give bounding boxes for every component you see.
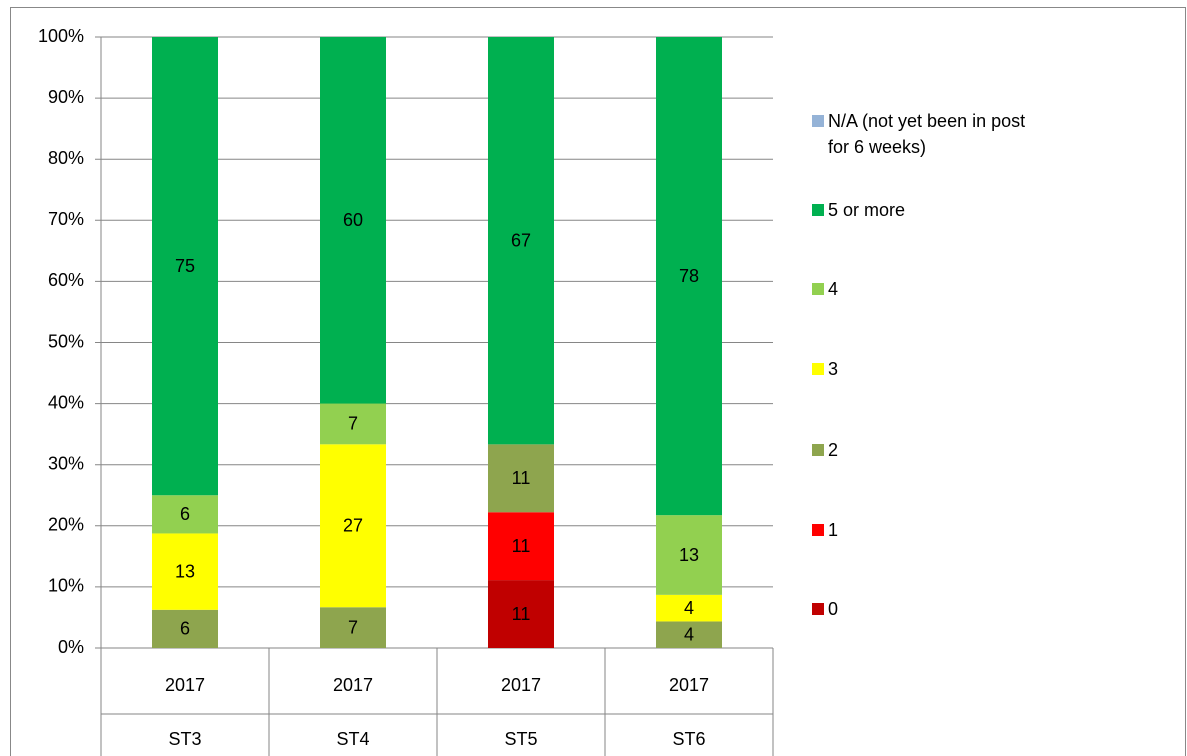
legend-item: N/A (not yet been in post for 6 weeks) [812, 108, 1032, 160]
bar-segment [488, 444, 554, 513]
bar-segment [152, 37, 218, 496]
group-label: ST3 [168, 729, 201, 749]
legend-swatch [812, 363, 824, 375]
y-tick-label: 90% [48, 87, 84, 107]
y-tick-label: 70% [48, 209, 84, 229]
chart-border [10, 7, 1186, 756]
data-label: 60 [343, 210, 363, 230]
bar-segment [488, 37, 554, 445]
legend-label: 3 [828, 359, 839, 379]
y-tick-label: 100% [38, 26, 84, 46]
legend-label: 0 [828, 599, 839, 619]
data-label: 11 [512, 468, 531, 488]
data-label: 11 [512, 604, 531, 624]
data-label: 75 [175, 256, 195, 276]
legend-label: 5 or more [828, 200, 906, 220]
x-tick-label: 2017 [333, 675, 373, 695]
y-tick-label: 40% [48, 392, 84, 412]
legend-swatch [812, 283, 824, 295]
group-label: ST4 [336, 729, 369, 749]
data-label: 7 [348, 414, 358, 434]
x-tick-label: 2017 [165, 675, 205, 695]
data-label: 4 [684, 598, 694, 618]
group-label: ST6 [672, 729, 705, 749]
legend-swatch [812, 603, 824, 615]
bar-segment [320, 36, 386, 404]
data-label: 13 [175, 561, 195, 581]
group-label: ST5 [504, 729, 537, 749]
data-label: 78 [679, 266, 699, 286]
bar-segment [152, 495, 218, 534]
y-tick-label: 50% [48, 331, 84, 351]
legend-item: 5 or more [812, 197, 1032, 223]
bar-segment [152, 533, 218, 610]
legend-swatch [812, 204, 824, 216]
data-label: 67 [511, 230, 531, 250]
legend-swatch [812, 115, 824, 127]
y-tick-label: 60% [48, 270, 84, 290]
x-tick-label: 2017 [501, 675, 541, 695]
legend-label: N/A (not yet been in post for 6 weeks) [828, 111, 1026, 157]
bar-segment [656, 621, 722, 648]
legend-label: 2 [828, 440, 839, 460]
data-label: 13 [679, 545, 699, 565]
bar-segment [152, 609, 218, 648]
y-tick-label: 80% [48, 148, 84, 168]
bar-segment [320, 444, 386, 608]
legend-swatch [812, 524, 824, 536]
bar-segment [656, 37, 722, 516]
legend-item: 1 [812, 517, 1032, 543]
legend-item: 4 [812, 276, 1032, 302]
data-label: 11 [512, 536, 531, 556]
data-label: 7 [348, 617, 358, 637]
y-tick-label: 20% [48, 515, 84, 535]
bar-segment [488, 580, 554, 648]
bar-segment [320, 607, 386, 648]
data-label: 4 [684, 624, 694, 644]
x-tick-label: 2017 [669, 675, 709, 695]
legend-label: 1 [828, 520, 839, 540]
data-label: 6 [180, 619, 190, 639]
y-tick-label: 10% [48, 576, 84, 596]
bar-segment [488, 512, 554, 581]
data-label: 6 [180, 504, 190, 524]
bar-segment [656, 515, 722, 595]
legend-item: 3 [812, 356, 1032, 382]
bar-segment [656, 594, 722, 622]
legend-swatch [812, 444, 824, 456]
legend-item: 2 [812, 437, 1032, 463]
data-label: 27 [343, 516, 363, 536]
y-tick-label: 30% [48, 453, 84, 473]
y-tick-label: 0% [58, 637, 84, 657]
bar-segment [320, 403, 386, 445]
legend-item: 0 [812, 596, 1032, 622]
legend-label: 4 [828, 279, 839, 299]
